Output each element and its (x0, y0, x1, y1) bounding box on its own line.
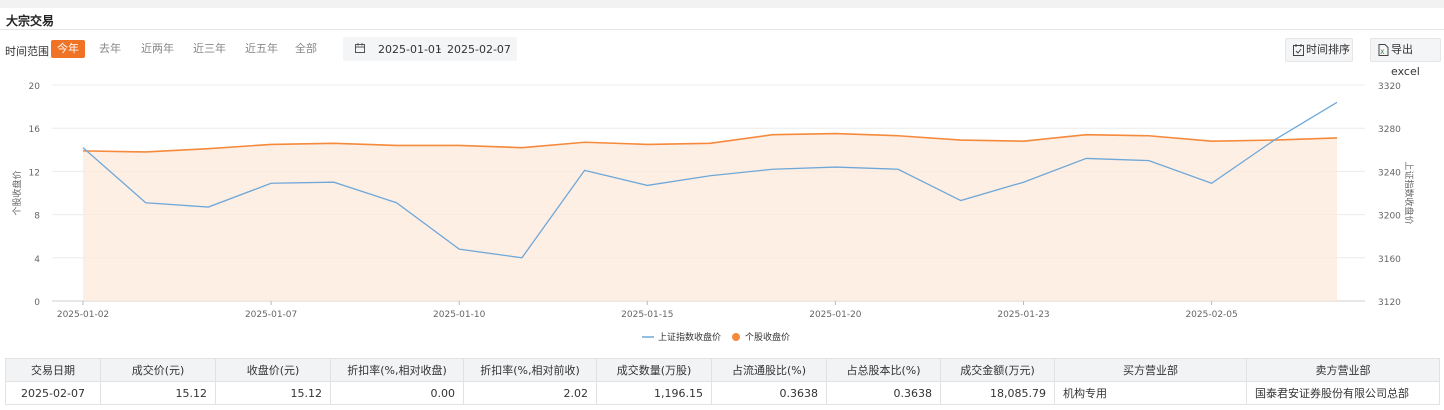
table-row: 2025-02-07 15.12 15.12 0.00 2.02 1,196.1… (5, 381, 1440, 405)
x-tick-label: 2025-01-23 (997, 310, 1049, 320)
cell-deal-price: 15.12 (100, 381, 216, 405)
col-float-ratio[interactable]: 占流通股比(%) (711, 358, 827, 382)
cell-amount: 18,085.79 (940, 381, 1055, 405)
top-strip (0, 0, 1444, 8)
range-three-years-button[interactable]: 近三年 (193, 42, 226, 55)
y-tick-left: 12 (29, 168, 40, 178)
cell-buyer: 机构专用 (1054, 381, 1247, 405)
end-date[interactable]: 2025-02-07 (447, 43, 511, 56)
sort-icon (1293, 44, 1304, 56)
cell-close-price: 15.12 (215, 381, 331, 405)
range-all-button[interactable]: 全部 (295, 42, 317, 55)
cell-trade-date: 2025-02-07 (5, 381, 101, 405)
cell-seller: 国泰君安证券股份有限公司总部 (1246, 381, 1440, 405)
x-tick-label: 2025-02-05 (1185, 310, 1237, 320)
x-tick-label: 2025-01-10 (433, 310, 486, 320)
date-range-picker[interactable]: 2025-01-01 - 2025-02-07 (343, 37, 517, 61)
export-excel-label: 导出excel (1391, 43, 1420, 78)
stock-area (83, 133, 1337, 301)
col-discount-close[interactable]: 折扣率(%,相对收盘) (330, 358, 464, 382)
col-deal-price[interactable]: 成交价(元) (100, 358, 216, 382)
range-two-years-button[interactable]: 近两年 (141, 42, 174, 55)
legend-index-label: 上证指数收盘价 (658, 331, 721, 343)
cell-discount-close: 0.00 (330, 381, 464, 405)
col-trade-date[interactable]: 交易日期 (5, 358, 101, 382)
range-five-years-button[interactable]: 近五年 (245, 42, 278, 55)
excel-icon: X (1378, 44, 1389, 56)
col-discount-prev[interactable]: 折扣率(%,相对前收) (463, 358, 597, 382)
y-tick-right: 3120 (1378, 298, 1401, 308)
start-date[interactable]: 2025-01-01 (378, 43, 442, 56)
legend-stock-label: 个股收盘价 (745, 331, 790, 343)
col-total-ratio[interactable]: 占总股本比(%) (826, 358, 941, 382)
x-tick-label: 2025-01-15 (621, 310, 673, 320)
time-sort-button[interactable]: 时间排序 (1285, 38, 1353, 62)
x-tick-label: 2025-01-07 (245, 310, 297, 320)
range-label: 时间范围 (5, 45, 49, 58)
divider (0, 29, 1444, 30)
y-axis-right-title: 上证指数收盘价 (1403, 161, 1415, 224)
y-tick-left: 16 (29, 125, 41, 135)
date-separator: - (437, 42, 441, 55)
col-volume[interactable]: 成交数量(万股) (596, 358, 712, 382)
y-tick-left: 0 (34, 298, 40, 308)
svg-text:X: X (1380, 49, 1384, 56)
cell-volume: 1,196.15 (596, 381, 712, 405)
cell-discount-prev: 2.02 (463, 381, 597, 405)
col-close-price[interactable]: 收盘价(元) (215, 358, 331, 382)
section-title: 大宗交易 (6, 14, 55, 28)
x-tick-label: 2025-01-20 (809, 310, 862, 320)
y-tick-left: 20 (29, 82, 41, 92)
y-tick-right: 3240 (1378, 168, 1401, 178)
range-last-year-button[interactable]: 去年 (99, 42, 121, 55)
calendar-icon (355, 43, 365, 53)
time-sort-label: 时间排序 (1306, 43, 1350, 56)
y-tick-right: 3200 (1378, 212, 1401, 222)
y-tick-right: 3280 (1378, 125, 1401, 135)
col-amount[interactable]: 成交金额(万元) (940, 358, 1055, 382)
y-tick-right: 3320 (1378, 82, 1401, 92)
export-excel-button[interactable]: X 导出excel (1370, 38, 1441, 78)
cell-total-ratio: 0.3638 (826, 381, 941, 405)
table-header-row: 交易日期 成交价(元) 收盘价(元) 折扣率(%,相对收盘) 折扣率(%,相对前… (5, 358, 1440, 382)
block-trade-table: 交易日期 成交价(元) 收盘价(元) 折扣率(%,相对收盘) 折扣率(%,相对前… (5, 358, 1440, 405)
y-tick-left: 8 (34, 212, 40, 222)
y-tick-right: 3160 (1378, 255, 1401, 265)
col-buyer[interactable]: 买方营业部 (1054, 358, 1247, 382)
col-seller[interactable]: 卖方营业部 (1246, 358, 1440, 382)
x-tick-label: 2025-01-02 (57, 310, 109, 320)
cell-float-ratio: 0.3638 (711, 381, 827, 405)
y-axis-left-title: 个股收盘价 (11, 170, 23, 215)
legend-stock-swatch (732, 333, 740, 341)
y-tick-left: 4 (34, 255, 40, 265)
range-this-year-button[interactable]: 今年 (51, 40, 85, 58)
